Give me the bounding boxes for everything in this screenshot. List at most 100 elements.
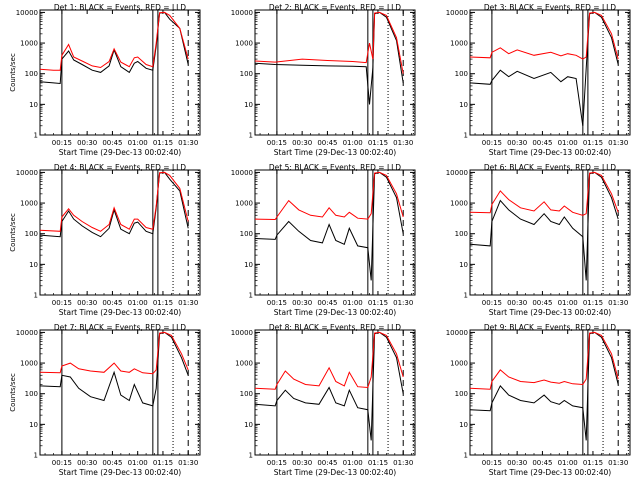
series-lld-line	[40, 11, 189, 71]
y-tick-label: 10000	[16, 329, 38, 337]
x-tick-label: 00:30	[77, 299, 97, 307]
y-tick-label: 100	[240, 390, 253, 398]
plot-frame	[254, 169, 416, 296]
y-tick-label: 1000	[235, 360, 253, 368]
x-tick-label: 00:45	[102, 459, 122, 467]
y-tick-label: 100	[240, 70, 253, 78]
x-tick-label: 01:30	[178, 459, 198, 467]
panel-title: Det 8: BLACK = Events, RED = LLD	[269, 323, 401, 332]
x-tick-label: 01:30	[393, 459, 413, 467]
x-tick-label: 01:30	[178, 299, 198, 307]
y-tick-label: 1	[464, 452, 468, 460]
y-tick-label: 100	[25, 70, 38, 78]
y-tick-label: 100	[25, 230, 38, 238]
x-tick-label: 00:30	[77, 459, 97, 467]
plot-frame	[254, 9, 416, 136]
x-tick-label: 00:45	[317, 139, 337, 147]
x-axis-label: Start Time (29-Dec-13 00:02:40)	[489, 468, 611, 477]
plot-frame	[469, 169, 631, 296]
x-tick-label: 01:30	[608, 459, 628, 467]
panel-title: Det 4: BLACK = Events, RED = LLD	[54, 163, 186, 172]
y-axis-label: Counts/sec	[9, 213, 17, 252]
series-lld-line	[255, 171, 404, 221]
x-tick-label: 00:30	[507, 459, 527, 467]
plot-frame	[254, 329, 416, 456]
x-tick-label: 01:00	[128, 459, 148, 467]
y-tick-label: 10	[244, 101, 253, 109]
x-axis-label: Start Time (29-Dec-13 00:02:40)	[274, 148, 396, 157]
x-tick-label: 00:15	[482, 459, 502, 467]
series-events-line	[255, 11, 404, 105]
x-tick-label: 01:00	[558, 459, 578, 467]
panel-title: Det 3: BLACK = Events, RED = LLD	[484, 3, 616, 12]
x-tick-label: 01:30	[178, 139, 198, 147]
x-tick-label: 00:45	[317, 299, 337, 307]
x-tick-label: 01:15	[583, 459, 603, 467]
x-tick-label: 01:15	[368, 299, 388, 307]
x-tick-label: 01:00	[558, 299, 578, 307]
y-tick-label: 10000	[231, 9, 253, 17]
det-panel-2: Det 2: BLACK = Events, RED = LLD 1 10 100 10…	[231, 3, 416, 157]
plot-frame	[39, 9, 201, 136]
series-lld-line	[40, 331, 189, 375]
panel-title: Det 7: BLACK = Events, RED = LLD	[54, 323, 186, 332]
y-tick-label: 1	[249, 292, 253, 300]
det-panel-4: Det 4: BLACK = Events, RED = LLD 1 10 100 10…	[9, 163, 201, 317]
x-tick-label: 01:15	[368, 139, 388, 147]
y-axis-label: Counts/sec	[9, 373, 17, 412]
x-axis-label: Start Time (29-Dec-13 00:02:40)	[59, 308, 181, 317]
det-panel-8: Det 8: BLACK = Events, RED = LLD 1 10 100 10…	[231, 323, 416, 477]
panel-title: Det 9: BLACK = Events, RED = LLD	[484, 323, 616, 332]
x-tick-label: 00:15	[52, 139, 72, 147]
x-tick-label: 01:15	[583, 139, 603, 147]
x-tick-label: 00:45	[102, 299, 122, 307]
x-tick-label: 01:30	[393, 299, 413, 307]
x-axis-label: Start Time (29-Dec-13 00:02:40)	[59, 468, 181, 477]
y-tick-label: 1000	[20, 40, 38, 48]
x-tick-label: 01:15	[368, 459, 388, 467]
y-tick-label: 10	[244, 261, 253, 269]
y-tick-label: 10	[29, 261, 38, 269]
plot-frame	[469, 9, 631, 136]
y-tick-label: 100	[240, 230, 253, 238]
panel-title: Det 6: BLACK = Events, RED = LLD	[484, 163, 616, 172]
x-tick-label: 00:30	[292, 299, 312, 307]
y-axis-label: Counts/sec	[9, 53, 17, 92]
panel-title: Det 2: BLACK = Events, RED = LLD	[269, 3, 401, 12]
panel-title: Det 5: BLACK = Events, RED = LLD	[269, 163, 401, 172]
y-tick-label: 1000	[20, 200, 38, 208]
plot-frame	[39, 169, 201, 296]
x-tick-label: 00:15	[52, 299, 72, 307]
y-tick-label: 10000	[446, 169, 468, 177]
det-panel-5: Det 5: BLACK = Events, RED = LLD 1 10 100 10…	[231, 163, 416, 317]
y-tick-label: 100	[455, 390, 468, 398]
series-lld-line	[255, 331, 404, 390]
y-tick-label: 10000	[16, 9, 38, 17]
y-tick-label: 10000	[231, 169, 253, 177]
x-tick-label: 01:00	[128, 139, 148, 147]
x-tick-label: 01:00	[128, 299, 148, 307]
plot-frame	[469, 329, 631, 456]
y-tick-label: 1000	[235, 40, 253, 48]
series-lld-line	[255, 11, 404, 74]
y-tick-label: 10000	[446, 9, 468, 17]
y-tick-label: 100	[455, 70, 468, 78]
det-panel-3: Det 3: BLACK = Events, RED = LLD 1 10 100 10…	[446, 3, 631, 157]
x-tick-label: 00:15	[267, 139, 287, 147]
y-tick-label: 10	[459, 421, 468, 429]
x-tick-label: 00:30	[507, 299, 527, 307]
x-tick-label: 01:15	[583, 299, 603, 307]
x-tick-label: 00:30	[507, 139, 527, 147]
y-tick-label: 1000	[450, 200, 468, 208]
x-axis-label: Start Time (29-Dec-13 00:02:40)	[274, 308, 396, 317]
det-panel-1: Det 1: BLACK = Events, RED = LLD 1 10 100 10…	[9, 3, 201, 157]
y-tick-label: 100	[455, 230, 468, 238]
y-tick-label: 1	[249, 452, 253, 460]
x-tick-label: 01:15	[153, 459, 173, 467]
y-tick-label: 10	[459, 101, 468, 109]
y-tick-label: 1	[249, 132, 253, 140]
x-tick-label: 01:00	[343, 459, 363, 467]
y-tick-label: 1000	[450, 360, 468, 368]
x-tick-label: 00:15	[482, 139, 502, 147]
x-tick-label: 01:30	[608, 139, 628, 147]
